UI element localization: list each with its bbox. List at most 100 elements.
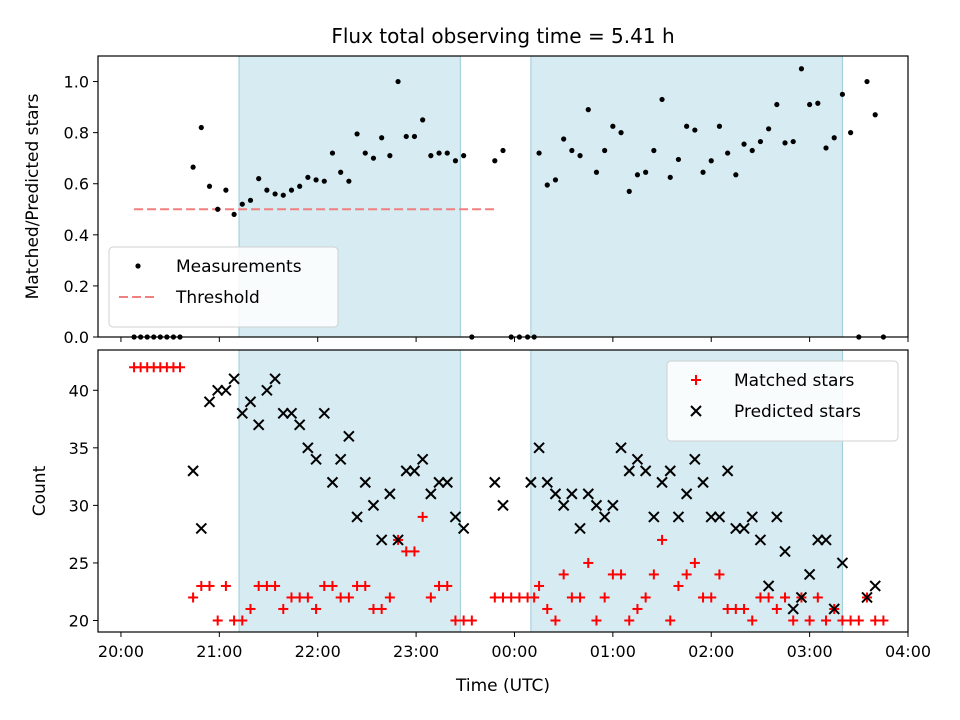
data-point <box>370 155 377 161</box>
data-point <box>228 373 240 385</box>
data-point <box>766 126 772 132</box>
data-point <box>417 511 428 522</box>
data-point <box>269 373 281 385</box>
data-point <box>706 592 717 603</box>
data-point <box>203 396 216 408</box>
data-point <box>277 407 289 420</box>
data-point <box>787 603 799 615</box>
data-point <box>795 591 808 604</box>
data-point <box>220 384 232 396</box>
data-point <box>264 187 270 193</box>
data-point <box>288 187 295 193</box>
data-point <box>376 603 387 614</box>
x-tick-label: 20:00 <box>98 642 144 661</box>
data-point <box>409 546 420 557</box>
data-point <box>782 140 788 146</box>
data-point <box>763 592 774 603</box>
series-measurements <box>131 66 887 340</box>
data-point <box>634 172 641 178</box>
y-tick-label: 1.0 <box>64 73 89 92</box>
y-tick-label: 0.4 <box>64 226 89 245</box>
data-point <box>188 592 199 603</box>
data-point <box>334 453 347 466</box>
data-point <box>820 534 832 546</box>
data-point <box>400 465 412 477</box>
data-point <box>757 138 764 145</box>
data-point <box>582 488 594 500</box>
x-tick-label: 23:00 <box>393 642 439 661</box>
data-point <box>839 91 846 97</box>
data-point <box>239 201 245 207</box>
data-point <box>804 615 815 626</box>
data-point <box>420 117 426 123</box>
data-point <box>667 174 673 180</box>
y-tick-label: 0.0 <box>64 328 89 347</box>
data-point <box>329 150 336 156</box>
data-point <box>211 384 224 396</box>
data-point <box>395 78 401 85</box>
data-point <box>223 187 229 193</box>
data-point <box>618 130 624 136</box>
data-point <box>534 580 545 591</box>
data-point <box>311 603 322 614</box>
data-point <box>256 176 262 182</box>
data-point <box>733 172 739 178</box>
data-point <box>739 603 750 614</box>
data-point <box>725 150 731 156</box>
data-point <box>280 192 286 198</box>
data-point <box>220 580 231 591</box>
data-point <box>461 153 467 159</box>
series-matched-stars <box>129 362 889 626</box>
data-point <box>500 147 506 154</box>
data-point <box>206 183 213 189</box>
data-point <box>599 592 610 603</box>
data-point <box>705 511 717 523</box>
data-point <box>425 592 436 603</box>
data-point <box>360 580 371 591</box>
data-point <box>384 592 395 603</box>
data-point <box>536 150 542 156</box>
data-point <box>245 603 256 614</box>
legend-label: Predicted stars <box>734 402 861 422</box>
data-point <box>285 407 298 420</box>
data-point <box>680 488 693 500</box>
data-point <box>302 592 313 603</box>
data-point <box>492 158 498 164</box>
data-point <box>343 430 355 443</box>
data-point <box>416 453 429 466</box>
data-point <box>771 603 782 614</box>
data-point <box>738 522 750 535</box>
data-point <box>828 603 840 615</box>
data-point <box>741 141 747 147</box>
data-point <box>195 522 208 535</box>
data-point <box>779 545 791 558</box>
data-point <box>244 396 257 408</box>
y-tick-label: 20 <box>69 611 89 630</box>
data-point <box>577 153 583 159</box>
data-point <box>236 407 248 420</box>
panel-count: 20 25 30 35 40 20:00 21:00 22:00 23:00 00:00 01:00… <box>30 349 931 661</box>
panel-ratio: 0.0 0.2 0.4 0.6 0.8 1.0 Matched/Predicted star… <box>23 55 909 347</box>
data-point <box>525 476 537 489</box>
data-point <box>270 580 281 591</box>
data-point <box>591 615 602 626</box>
series-predicted-stars <box>187 373 881 615</box>
data-point <box>656 476 668 489</box>
data-point <box>812 534 824 546</box>
data-point <box>204 580 215 591</box>
data-point <box>215 206 221 212</box>
x-tick-label: 22:00 <box>295 642 341 661</box>
shaded-interval-1 <box>530 56 843 337</box>
data-point <box>692 127 698 133</box>
y-tick-label: 30 <box>69 496 89 515</box>
data-point <box>821 615 832 626</box>
data-point <box>807 101 813 108</box>
data-point <box>436 150 442 156</box>
data-point <box>721 465 734 477</box>
data-point <box>327 580 338 591</box>
data-point <box>302 442 314 454</box>
data-point <box>452 158 459 164</box>
data-point <box>730 522 742 535</box>
data-point <box>310 453 322 466</box>
